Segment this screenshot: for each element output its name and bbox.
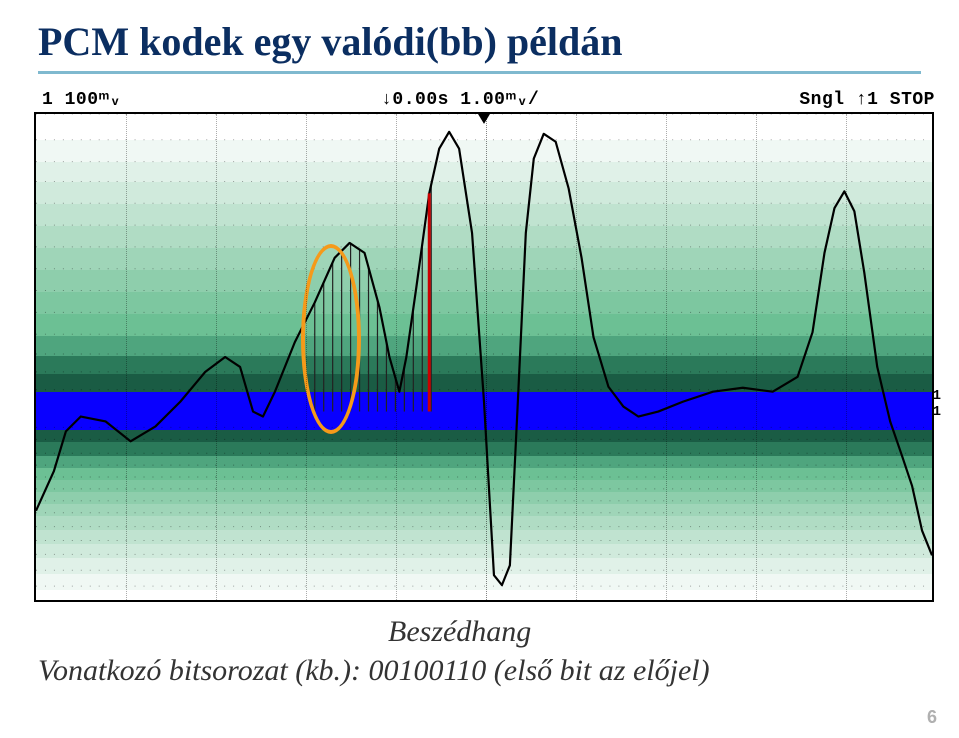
vgrid: [756, 114, 757, 600]
vgrid: [216, 114, 217, 600]
scope-header: 1 100ᵐᵥ ↓0.00s 1.00ᵐᵥ/ Sngl ↑1 STOP: [34, 90, 943, 112]
caption-line1: Beszédhang: [388, 612, 959, 651]
vgrid: [846, 114, 847, 600]
caption: Beszédhang Vonatkozó bitsorozat (kb.): 0…: [38, 612, 959, 690]
vgrid: [486, 114, 488, 600]
vgrid: [126, 114, 127, 600]
highlight-ellipse: [301, 244, 361, 434]
right-marker: 1 1: [933, 388, 941, 420]
scope-screen: [34, 112, 934, 602]
vgrid: [666, 114, 667, 600]
vgrid: [306, 114, 307, 600]
vgrid: [396, 114, 397, 600]
caption-line2: Vonatkozó bitsorozat (kb.): 00100110 (el…: [38, 651, 959, 690]
waveform-svg: [36, 114, 932, 600]
hdr-left: 1 100ᵐᵥ: [42, 90, 121, 110]
page-title: PCM kodek egy valódi(bb) példán: [38, 18, 959, 65]
hdr-mid: ↓0.00s 1.00ᵐᵥ/: [381, 90, 539, 110]
hdr-right: Sngl ↑1 STOP: [799, 90, 935, 110]
vgrid: [576, 114, 577, 600]
page-number: 6: [927, 707, 937, 728]
title-rule: [38, 71, 921, 74]
oscilloscope: 1 100ᵐᵥ ↓0.00s 1.00ᵐᵥ/ Sngl ↑1 STOP 1 1: [34, 90, 943, 602]
